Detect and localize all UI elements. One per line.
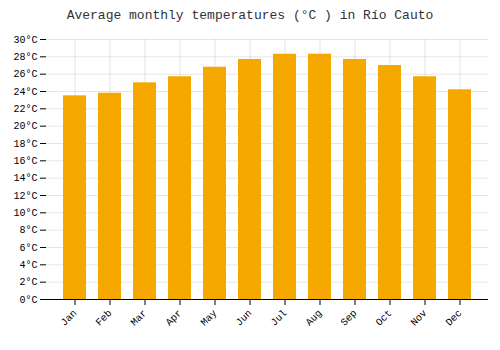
svg-text:26°C: 26°C — [13, 69, 37, 80]
svg-text:18°C: 18°C — [13, 139, 37, 150]
svg-text:Aug: Aug — [304, 308, 325, 329]
html-text:Average monthly temperatures (: Average monthly temperatures (°C ) in Rí… — [66, 8, 434, 23]
svg-text:2°C: 2°C — [19, 277, 37, 288]
svg-text:10°C: 10°C — [13, 208, 37, 219]
svg-text:0°C: 0°C — [19, 295, 37, 306]
svg-text:6°C: 6°C — [19, 243, 37, 254]
svg-text:28°C: 28°C — [13, 52, 37, 63]
svg-text:16°C: 16°C — [13, 156, 37, 167]
svg-text:14°C: 14°C — [13, 173, 37, 184]
svg-text:20°C: 20°C — [13, 121, 37, 132]
svg-text:Apr: Apr — [164, 308, 185, 329]
svg-text:8°C: 8°C — [19, 225, 37, 236]
svg-text:22°C: 22°C — [13, 104, 37, 115]
svg-text:4°C: 4°C — [19, 260, 37, 271]
svg-text:Oct: Oct — [374, 308, 395, 329]
svg-text:Nov: Nov — [409, 308, 430, 329]
svg-text:Jul: Jul — [269, 308, 290, 329]
svg-text:Jan: Jan — [59, 308, 80, 329]
svg-text:12°C: 12°C — [13, 191, 37, 202]
svg-text:Feb: Feb — [94, 308, 115, 329]
svg-text:Mar: Mar — [129, 308, 150, 329]
svg-text:30°C: 30°C — [13, 35, 37, 46]
svg-text:24°C: 24°C — [13, 87, 37, 98]
svg-text:May: May — [199, 308, 220, 329]
svg-text:Dec: Dec — [444, 308, 465, 329]
svg-text:Sep: Sep — [339, 308, 360, 329]
svg-text:Jun: Jun — [234, 308, 255, 329]
